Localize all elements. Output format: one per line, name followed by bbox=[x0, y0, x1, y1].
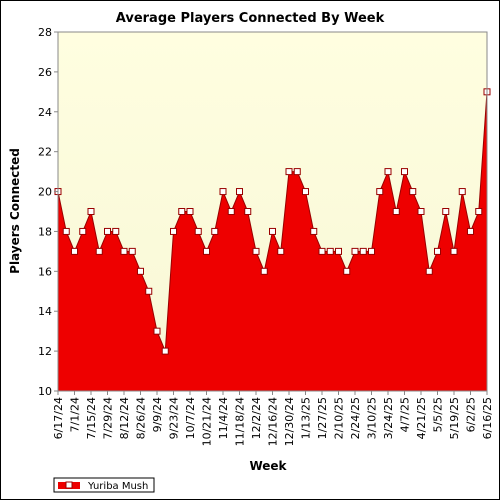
x-tick-label: 5/5/25 bbox=[432, 397, 445, 432]
y-tick-label: 18 bbox=[38, 225, 52, 238]
y-tick-label: 26 bbox=[38, 66, 52, 79]
data-point bbox=[434, 247, 441, 255]
data-point bbox=[392, 208, 400, 215]
data-point bbox=[442, 208, 450, 215]
data-point bbox=[104, 227, 111, 235]
data-point bbox=[71, 247, 78, 255]
data-point bbox=[87, 208, 95, 215]
data-point bbox=[409, 188, 417, 196]
legend-label: Yuriba Mush bbox=[87, 481, 148, 492]
data-point bbox=[137, 267, 144, 275]
data-point bbox=[335, 247, 342, 255]
x-tick-label: 10/7/24 bbox=[184, 397, 197, 439]
data-point bbox=[120, 247, 128, 255]
x-tick-label: 8/12/24 bbox=[118, 397, 131, 439]
data-point bbox=[178, 208, 186, 215]
x-tick-label: 12/30/24 bbox=[283, 397, 296, 446]
data-point bbox=[252, 247, 260, 255]
y-tick-label: 22 bbox=[38, 146, 52, 159]
data-point bbox=[302, 188, 309, 196]
x-tick-label: 2/10/25 bbox=[333, 397, 346, 439]
x-tick-label: 4/21/25 bbox=[415, 397, 428, 439]
x-tick-label: 12/2/24 bbox=[250, 397, 263, 439]
data-point bbox=[343, 267, 351, 275]
data-point bbox=[401, 168, 408, 176]
series-layer bbox=[54, 88, 491, 391]
data-point bbox=[475, 208, 483, 215]
x-tick-label: 5/19/25 bbox=[448, 397, 461, 439]
x-tick-label: 6/17/24 bbox=[52, 397, 65, 439]
x-tick-label: 8/26/24 bbox=[135, 397, 148, 439]
x-tick-label: 12/16/24 bbox=[267, 397, 280, 446]
x-axis-ticks: 6/17/24 7/1/24 7/15/24 7/29/24 8/12/24 8/26/2… bbox=[52, 391, 494, 446]
data-point bbox=[351, 247, 359, 255]
data-point bbox=[227, 208, 235, 215]
x-tick-label: 11/18/24 bbox=[234, 397, 247, 446]
data-point bbox=[112, 227, 120, 235]
data-point bbox=[170, 227, 177, 235]
y-tick-label: 20 bbox=[38, 186, 52, 199]
x-tick-label: 11/4/24 bbox=[217, 397, 230, 439]
data-point bbox=[293, 168, 301, 176]
data-point bbox=[368, 247, 375, 255]
y-tick-label: 16 bbox=[38, 265, 52, 278]
data-point bbox=[425, 267, 433, 275]
data-point bbox=[95, 247, 103, 255]
data-point bbox=[384, 168, 392, 176]
x-tick-label: 1/13/25 bbox=[300, 397, 313, 439]
data-point bbox=[467, 227, 474, 235]
data-point bbox=[269, 227, 276, 235]
data-point bbox=[326, 247, 334, 255]
chart-title: Average Players Connected By Week bbox=[116, 11, 385, 26]
legend: Yuriba Mush bbox=[53, 477, 155, 493]
data-point bbox=[145, 287, 153, 295]
data-point bbox=[244, 208, 252, 215]
x-tick-label: 2/24/25 bbox=[349, 397, 362, 439]
x-tick-label: 7/15/24 bbox=[85, 397, 98, 439]
x-tick-label: 9/9/24 bbox=[151, 397, 164, 432]
data-point bbox=[236, 188, 243, 196]
data-point bbox=[128, 247, 136, 255]
x-tick-label: 4/7/25 bbox=[399, 397, 412, 432]
data-point bbox=[203, 247, 210, 255]
data-point bbox=[318, 247, 326, 255]
x-axis-title: Week bbox=[249, 459, 287, 473]
y-axis-ticks: 10 12 14 16 18 20 22 24 26 28 bbox=[38, 26, 58, 398]
data-point bbox=[161, 347, 169, 355]
data-point bbox=[310, 227, 318, 235]
data-point bbox=[194, 227, 202, 235]
x-tick-label: 3/10/25 bbox=[366, 397, 379, 439]
x-tick-label: 10/21/24 bbox=[201, 397, 214, 446]
data-point bbox=[219, 188, 227, 196]
x-tick-label: 6/16/25 bbox=[481, 397, 494, 439]
x-tick-label: 1/27/25 bbox=[316, 397, 329, 439]
y-axis-title: Players Connected bbox=[8, 148, 22, 274]
series-area bbox=[58, 91, 487, 391]
x-tick-label: 7/1/24 bbox=[69, 397, 82, 432]
y-tick-label: 10 bbox=[38, 385, 52, 398]
data-point bbox=[376, 188, 384, 196]
data-point bbox=[153, 327, 161, 335]
x-tick-label: 9/23/24 bbox=[168, 397, 181, 439]
data-point bbox=[417, 208, 425, 215]
data-point bbox=[211, 227, 219, 235]
data-point bbox=[79, 227, 87, 235]
y-tick-label: 28 bbox=[38, 26, 52, 39]
data-point bbox=[285, 168, 293, 176]
y-tick-label: 14 bbox=[38, 305, 52, 318]
data-point bbox=[458, 188, 466, 196]
x-tick-label: 3/24/25 bbox=[382, 397, 395, 439]
data-point bbox=[359, 247, 367, 255]
legend-marker bbox=[65, 481, 73, 489]
data-point bbox=[260, 267, 268, 275]
x-tick-label: 6/2/25 bbox=[465, 397, 478, 432]
y-tick-label: 24 bbox=[38, 106, 52, 119]
data-point bbox=[277, 247, 285, 255]
data-point bbox=[450, 247, 458, 255]
x-tick-label: 7/29/24 bbox=[102, 397, 115, 439]
y-tick-label: 12 bbox=[38, 345, 52, 358]
data-point bbox=[186, 208, 194, 215]
data-point bbox=[62, 227, 70, 235]
